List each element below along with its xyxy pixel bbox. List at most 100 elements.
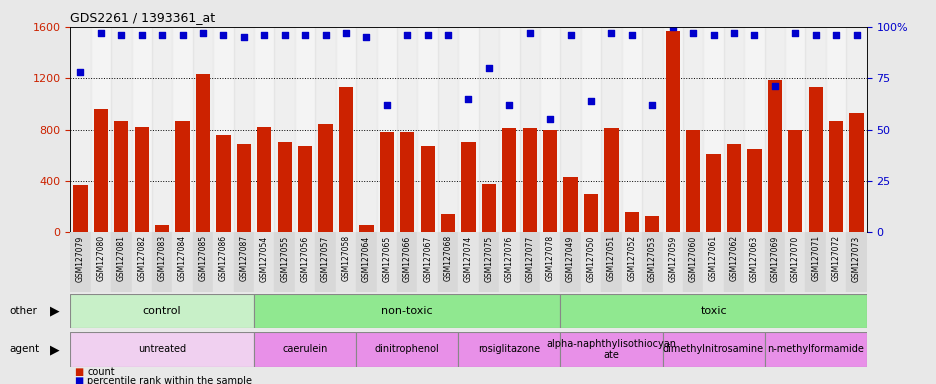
Bar [152, 232, 172, 292]
Bar [233, 232, 254, 292]
Bar [601, 232, 621, 292]
Bar [256, 127, 271, 232]
Bar [685, 129, 699, 232]
Point [338, 30, 353, 36]
Text: GSM127081: GSM127081 [117, 235, 125, 281]
Bar [461, 142, 475, 232]
Bar [233, 27, 254, 232]
Bar [356, 27, 376, 232]
Bar [808, 87, 822, 232]
Bar [315, 232, 335, 292]
Bar [295, 27, 315, 232]
Bar [560, 27, 580, 232]
Text: control: control [142, 306, 182, 316]
Text: GSM127066: GSM127066 [402, 235, 411, 281]
Bar [645, 216, 659, 232]
Bar [70, 232, 91, 292]
Text: ■: ■ [74, 376, 83, 384]
Text: GSM127078: GSM127078 [545, 235, 554, 281]
Text: GSM127083: GSM127083 [157, 235, 167, 281]
Point [502, 102, 517, 108]
Text: non-toxic: non-toxic [381, 306, 432, 316]
Point [767, 83, 782, 89]
Bar [560, 332, 662, 367]
Bar [845, 27, 866, 232]
Bar [723, 232, 743, 292]
Text: GSM127075: GSM127075 [484, 235, 493, 281]
Text: GSM127086: GSM127086 [219, 235, 227, 281]
Text: GSM127087: GSM127087 [239, 235, 248, 281]
Point [175, 32, 190, 38]
Bar [502, 128, 516, 232]
Point [604, 30, 619, 36]
Bar [339, 87, 353, 232]
Bar [805, 232, 825, 292]
Text: other: other [9, 306, 37, 316]
Bar [662, 332, 764, 367]
Bar [746, 149, 761, 232]
Point [379, 102, 394, 108]
Point [134, 32, 149, 38]
Point [542, 116, 557, 122]
Bar [743, 232, 764, 292]
Point [94, 30, 109, 36]
Text: dimethylnitrosamine: dimethylnitrosamine [663, 344, 764, 354]
Text: GDS2261 / 1393361_at: GDS2261 / 1393361_at [70, 11, 215, 24]
Text: count: count [87, 367, 114, 377]
Text: GSM127058: GSM127058 [341, 235, 350, 281]
Point [665, 24, 680, 30]
Bar [131, 27, 152, 232]
Bar [828, 121, 842, 232]
Bar [604, 128, 618, 232]
Bar [478, 27, 499, 232]
Bar [397, 27, 417, 232]
Bar [91, 232, 111, 292]
Text: GSM127072: GSM127072 [831, 235, 840, 281]
Bar [522, 128, 536, 232]
Bar [376, 27, 397, 232]
Bar [400, 132, 414, 232]
Bar [583, 194, 597, 232]
Bar [298, 146, 312, 232]
Text: GSM127084: GSM127084 [178, 235, 187, 281]
Bar [764, 232, 784, 292]
Text: GSM127064: GSM127064 [361, 235, 371, 281]
Bar [723, 27, 743, 232]
Bar [70, 332, 254, 367]
Bar [237, 144, 251, 232]
Bar [543, 129, 557, 232]
Bar [662, 232, 682, 292]
Bar [254, 27, 274, 232]
Bar [175, 121, 189, 232]
Bar [641, 232, 662, 292]
Bar [784, 232, 805, 292]
Bar [848, 113, 863, 232]
Bar [764, 332, 866, 367]
Bar [601, 27, 621, 232]
Text: n-methylformamide: n-methylformamide [767, 344, 863, 354]
Text: GSM127070: GSM127070 [790, 235, 799, 281]
Text: GSM127067: GSM127067 [423, 235, 431, 281]
Bar [641, 27, 662, 232]
Text: GSM127063: GSM127063 [749, 235, 758, 281]
Text: GSM127065: GSM127065 [382, 235, 391, 281]
Point [521, 30, 536, 36]
Point [215, 32, 230, 38]
Bar [621, 232, 641, 292]
Bar [131, 232, 152, 292]
Bar [499, 232, 519, 292]
Bar [499, 27, 519, 232]
Point [400, 32, 415, 38]
Text: GSM127060: GSM127060 [688, 235, 697, 281]
Point [623, 32, 638, 38]
Bar [114, 121, 128, 232]
Bar [111, 27, 131, 232]
Bar [417, 27, 437, 232]
Bar [172, 27, 193, 232]
Bar [805, 27, 825, 232]
Bar [519, 232, 539, 292]
Text: GSM127055: GSM127055 [280, 235, 289, 281]
Text: GSM127061: GSM127061 [709, 235, 717, 281]
Bar [560, 232, 580, 292]
Bar [213, 27, 233, 232]
